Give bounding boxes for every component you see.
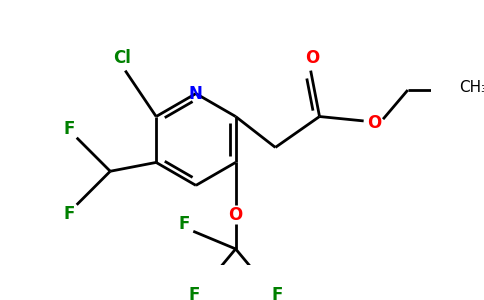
Text: Cl: Cl xyxy=(113,49,131,67)
Text: F: F xyxy=(188,286,200,300)
Text: F: F xyxy=(179,215,190,233)
Text: F: F xyxy=(272,286,283,300)
Text: CH₃: CH₃ xyxy=(459,80,484,95)
Text: O: O xyxy=(228,206,243,224)
Text: N: N xyxy=(189,85,203,103)
Text: F: F xyxy=(64,205,76,223)
Text: F: F xyxy=(64,120,76,138)
Text: O: O xyxy=(367,114,381,132)
Text: O: O xyxy=(305,49,319,67)
